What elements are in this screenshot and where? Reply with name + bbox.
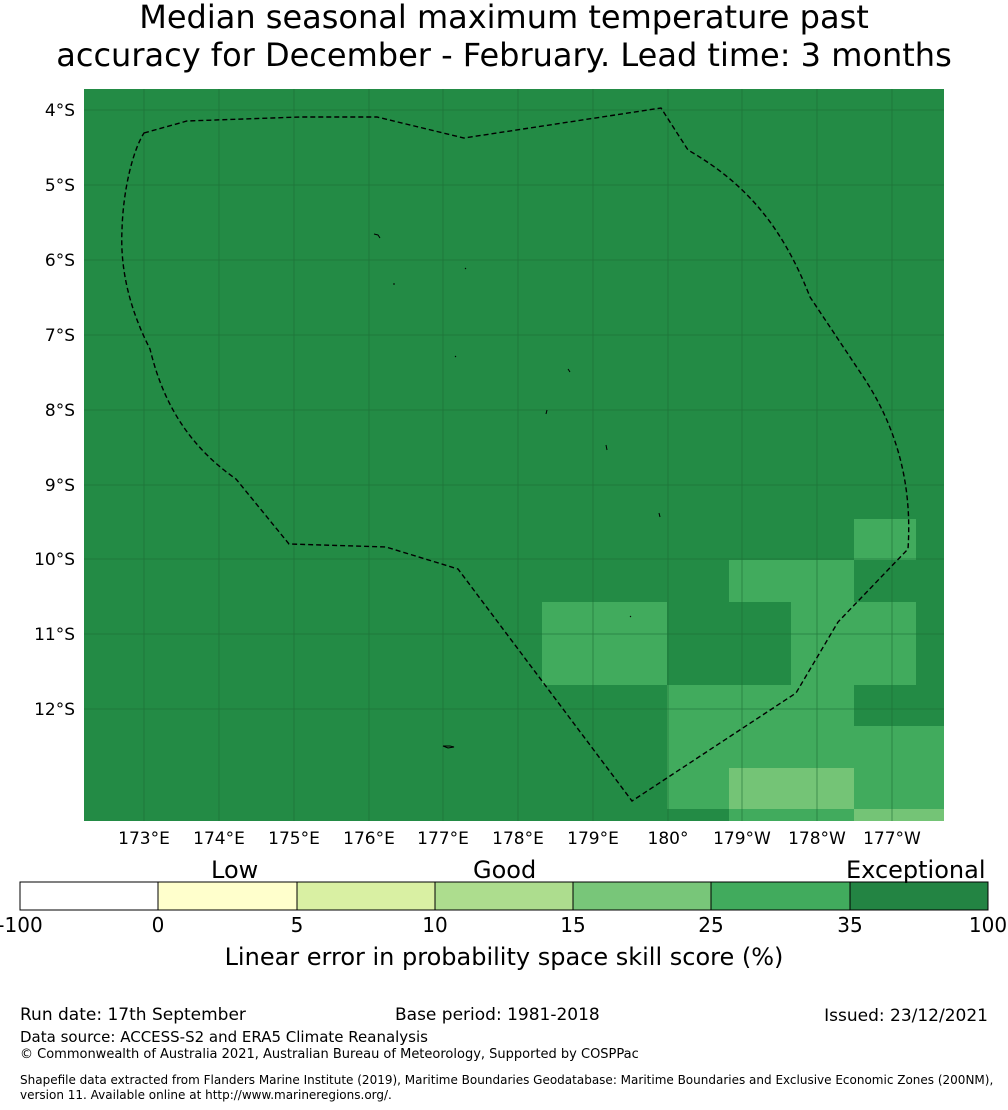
lat-label: 6°S: [45, 251, 75, 271]
lon-label: 178°W: [788, 829, 846, 849]
skill-cell: [854, 602, 916, 685]
colorbar-tick: 100: [968, 913, 1008, 937]
colorbar-segment: [850, 882, 988, 910]
colorbar-category-exceptional: Exceptional: [846, 856, 986, 884]
colorbar-label: Linear error in probability space skill …: [224, 943, 784, 971]
lat-label: 10°S: [34, 550, 75, 570]
lon-label: 179°E: [567, 829, 619, 849]
colorbar-tick: 25: [698, 913, 724, 937]
lat-label: 5°S: [45, 176, 75, 196]
skill-cell: [542, 602, 667, 685]
colorbar-tick: -100: [0, 913, 43, 937]
colorbar-tick: 10: [422, 913, 448, 937]
issued-date: Issued: 23/12/2021: [824, 1006, 988, 1026]
lat-label: 8°S: [45, 401, 75, 421]
colorbar-segment: [297, 882, 435, 910]
lat-label: 4°S: [45, 101, 75, 121]
lon-label: 173°E: [118, 829, 170, 849]
shapefile-credit: Shapefile data extracted from Flanders M…: [20, 1073, 994, 1102]
lon-label: 174°E: [193, 829, 245, 849]
colorbar: [19, 881, 989, 911]
skill-cell: [854, 726, 944, 809]
lon-label: 179°W: [713, 829, 771, 849]
map-title-line-1: Median seasonal maximum temperature past: [139, 0, 869, 36]
lon-label: 178°E: [492, 829, 544, 849]
lon-label: 176°E: [343, 829, 395, 849]
skill-cell: [729, 560, 854, 602]
lat-label: 11°S: [34, 625, 75, 645]
colorbar-category-good: Good: [473, 856, 537, 884]
lat-label: 9°S: [45, 476, 75, 496]
skill-cell: [854, 519, 916, 560]
lon-label: 177°W: [863, 829, 921, 849]
lat-label: 12°S: [34, 700, 75, 720]
longitude-labels: 173°E 174°E 175°E 176°E 177°E 178°E 179°…: [118, 829, 921, 849]
colorbar-tick: 0: [151, 913, 165, 937]
colorbar-category-low: Low: [211, 856, 259, 884]
eez-boundary: [121, 107, 910, 802]
colorbar-tick: 35: [837, 913, 863, 937]
colorbar-segment: [435, 882, 573, 910]
lon-label: 177°E: [417, 829, 469, 849]
colorbar-segment: [711, 882, 850, 910]
map-plot-area: [84, 89, 944, 821]
colorbar-tick: 5: [290, 913, 304, 937]
skill-cell-light: [729, 768, 854, 809]
skill-cell-light: [854, 809, 944, 821]
lon-label: 180°: [648, 829, 689, 849]
base-period: Base period: 1981-2018: [395, 1005, 600, 1025]
colorbar-segment: [20, 882, 158, 910]
lat-label: 7°S: [45, 326, 75, 346]
colorbar-tick: 15: [560, 913, 586, 937]
colorbar-segment: [158, 882, 297, 910]
map-title-line-2: accuracy for December - February. Lead t…: [56, 36, 952, 74]
skill-cell: [667, 685, 854, 768]
data-source: Data source: ACCESS-S2 and ERA5 Climate …: [20, 1028, 428, 1046]
latitude-labels: 4°S 5°S 6°S 7°S 8°S 9°S 10°S 11°S 12°S: [34, 101, 75, 720]
skill-cell: [729, 809, 854, 821]
copyright: © Commonwealth of Australia 2021, Austra…: [20, 1047, 639, 1062]
skill-cell: [667, 768, 729, 809]
colorbar-segment: [573, 882, 711, 910]
lon-label: 175°E: [268, 829, 320, 849]
island-outlines: [373, 233, 661, 749]
map-grid: [84, 89, 944, 821]
run-date: Run date: 17th September: [20, 1005, 246, 1025]
